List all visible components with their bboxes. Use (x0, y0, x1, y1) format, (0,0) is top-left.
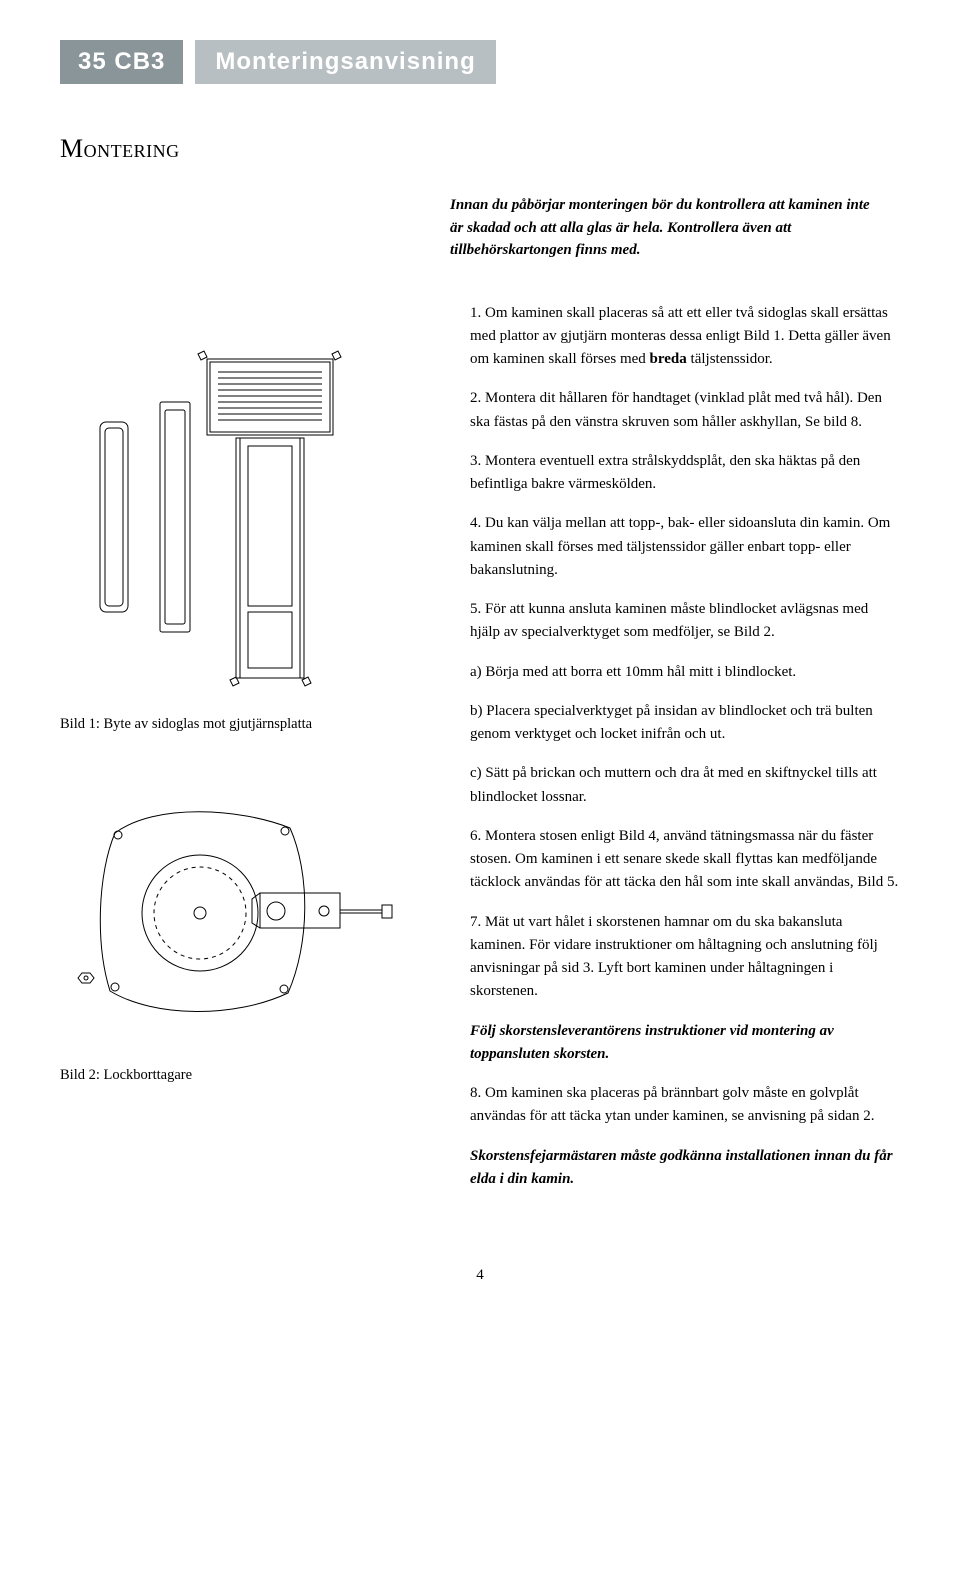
para-1-bold: breda (650, 351, 687, 367)
para-5: 5. För att kunna ansluta kaminen måste b… (470, 598, 900, 645)
para-2: 2. Montera dit hållaren för handtaget (v… (470, 387, 900, 434)
para-1-c: täljstenssidor. (687, 351, 773, 367)
para-8: 8. Om kaminen ska placeras på brännbart … (470, 1082, 900, 1129)
para-5c: c) Sätt på brickan och muttern och dra å… (470, 762, 900, 809)
section-title: Montering (60, 134, 900, 164)
para-7: 7. Mät ut vart hålet i skorstenen hamnar… (470, 911, 900, 1004)
para-5a: a) Börja med att borra ett 10mm hål mitt… (470, 661, 900, 684)
para-3: 3. Montera eventuell extra strålskyddspl… (470, 450, 900, 497)
intro-text: Innan du påbörjar monteringen bör du kon… (450, 194, 880, 262)
para-7-em: Följ skorstensleverantörens instruktione… (470, 1020, 900, 1067)
para-4: 4. Du kan välja mellan att topp-, bak- e… (470, 512, 900, 582)
right-column: 1. Om kaminen skall placeras så att ett … (470, 302, 900, 1208)
para-6: 6. Montera stosen enligt Bild 4, använd … (470, 825, 900, 895)
figure-1 (60, 302, 430, 702)
figure-1-caption: Bild 1: Byte av sidoglas mot gjutjärnspl… (60, 716, 430, 733)
para-1: 1. Om kaminen skall placeras så att ett … (470, 302, 900, 372)
figure-2-caption: Bild 2: Lockborttagare (60, 1067, 430, 1084)
figure-2 (60, 773, 430, 1053)
para-8-em: Skorstensfejarmästaren måste godkänna in… (470, 1145, 900, 1192)
header-bar: 35 CB3 Monteringsanvisning (60, 40, 900, 84)
header-title: Monteringsanvisning (195, 40, 495, 84)
columns: Bild 1: Byte av sidoglas mot gjutjärnspl… (60, 302, 900, 1208)
page-number: 4 (60, 1267, 900, 1284)
header-code: 35 CB3 (60, 40, 183, 84)
para-5b: b) Placera specialverktyget på insidan a… (470, 700, 900, 747)
left-column: Bild 1: Byte av sidoglas mot gjutjärnspl… (60, 302, 430, 1208)
page-root: 35 CB3 Monteringsanvisning Montering Inn… (0, 0, 960, 1324)
